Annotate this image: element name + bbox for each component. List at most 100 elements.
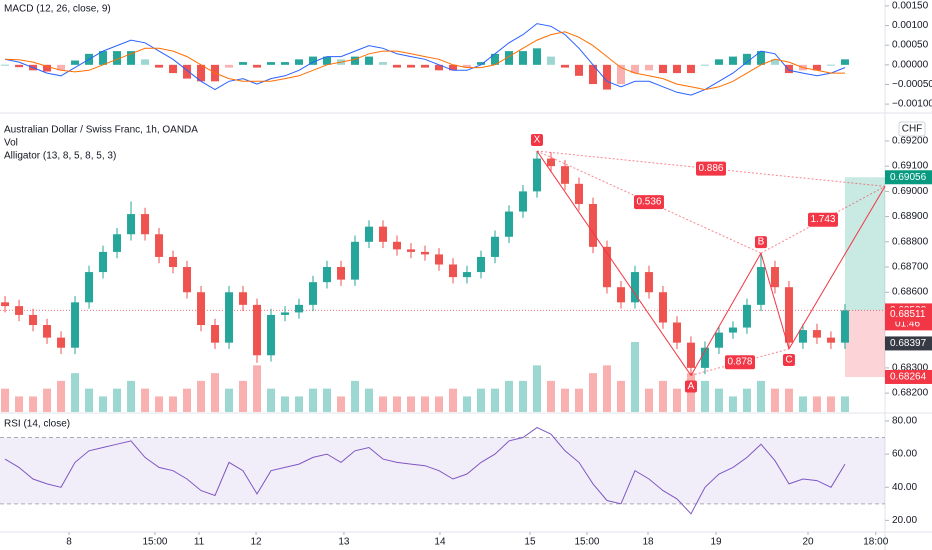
price-tag-label: 0.68264 xyxy=(890,371,927,382)
histogram-bar xyxy=(448,64,457,71)
candle-body xyxy=(490,236,499,257)
volume-bar xyxy=(560,388,569,412)
histogram-bar xyxy=(756,51,765,65)
candle-body xyxy=(532,158,541,192)
y-tick-label: 0.69000 xyxy=(892,186,929,197)
y-tick-label: 20.00 xyxy=(892,515,917,526)
macd-title: MACD (12, 26, close, 9) xyxy=(4,4,111,15)
candle-body xyxy=(658,292,667,323)
histogram-bar xyxy=(714,59,723,65)
histogram-bar xyxy=(253,64,262,68)
histogram-bar xyxy=(574,64,583,76)
volume-bar xyxy=(267,388,276,412)
candle-body xyxy=(365,226,374,242)
ratio-box xyxy=(807,212,838,227)
candle-body xyxy=(43,325,52,338)
histogram-bar xyxy=(602,64,611,90)
histogram-bar xyxy=(239,62,248,65)
y-tick-label: 60.00 xyxy=(892,449,917,460)
candle-body xyxy=(770,267,779,288)
volume-bar xyxy=(1,388,10,412)
volume-bar xyxy=(239,380,248,412)
histogram-bar xyxy=(630,64,639,74)
candle-body xyxy=(169,256,178,268)
volume-bar xyxy=(490,388,499,412)
histogram-bar xyxy=(351,56,360,65)
candle-body xyxy=(588,203,597,247)
indicator-label: Alligator (13, 8, 5, 8, 5, 3) xyxy=(4,151,116,162)
candle-body xyxy=(127,214,136,235)
y-tick-label: 0.69200 xyxy=(892,135,929,146)
candle-body xyxy=(239,292,248,305)
candle-body xyxy=(798,330,807,343)
histogram-bar xyxy=(421,64,430,68)
candle-body xyxy=(686,342,695,368)
volume-bar xyxy=(476,388,485,412)
x-tick-label: 15 xyxy=(524,537,536,548)
histogram-bar xyxy=(686,64,695,74)
histogram-bar xyxy=(15,64,24,68)
volume-bar xyxy=(812,396,821,412)
histogram-bar xyxy=(295,59,304,65)
x-tick-label: 18 xyxy=(642,537,654,548)
point-label: C xyxy=(785,354,792,365)
volume-bar xyxy=(15,396,24,412)
candle-body xyxy=(15,306,24,315)
candle-body xyxy=(85,272,94,303)
histogram-bar xyxy=(141,59,150,65)
countdown: 01:46 xyxy=(895,318,920,329)
histogram-bar xyxy=(812,64,821,71)
histogram-bar xyxy=(169,64,178,74)
volume-bar xyxy=(113,388,122,412)
point-box xyxy=(684,380,697,393)
candle-body xyxy=(253,304,262,356)
volume-bar xyxy=(225,388,234,412)
candle-body xyxy=(840,310,849,343)
pattern-leg xyxy=(760,253,790,350)
candle-body xyxy=(630,272,639,303)
histogram-bar xyxy=(728,56,737,65)
candle-body xyxy=(295,304,304,313)
histogram-bar xyxy=(658,64,667,74)
candle-body xyxy=(197,292,206,326)
ratio-label: 0.536 xyxy=(636,197,661,208)
stop-zone xyxy=(844,310,885,377)
candle-body xyxy=(407,249,416,252)
volume-bar xyxy=(672,388,681,412)
candle-body xyxy=(1,302,10,307)
candle-body xyxy=(421,251,430,255)
histogram-bar xyxy=(127,51,136,65)
y-tick-label: 80.00 xyxy=(892,415,917,426)
volume-bar xyxy=(462,396,471,412)
volume-bar xyxy=(435,396,444,412)
ratio-box xyxy=(724,355,755,370)
volume-bar xyxy=(798,396,807,412)
candle-body xyxy=(672,322,681,343)
histogram-bar xyxy=(462,64,471,68)
histogram-bar xyxy=(407,64,416,68)
candle-body xyxy=(644,272,653,293)
ratio-line xyxy=(760,185,886,254)
candle-body xyxy=(616,287,625,303)
y-tick-label: 0.00050 xyxy=(892,40,929,51)
volume-bar xyxy=(155,396,164,412)
candle-body xyxy=(57,337,66,348)
candle-body xyxy=(71,302,80,348)
volume-bar xyxy=(504,380,513,412)
volume-bar xyxy=(686,373,695,412)
histogram-bar xyxy=(1,64,10,66)
x-tick-label: 19 xyxy=(710,537,722,548)
candle-body xyxy=(309,282,318,305)
candle-body xyxy=(267,314,276,356)
candle-body xyxy=(351,241,360,280)
volume-bar xyxy=(323,388,332,412)
volume-bar xyxy=(281,396,290,412)
volume-bar xyxy=(700,380,709,412)
y-tick-label: −0.00050 xyxy=(892,79,932,90)
pattern-leg xyxy=(536,150,692,376)
volume-bar xyxy=(770,388,779,412)
volume-bar xyxy=(546,380,555,412)
x-tick-label: 8 xyxy=(66,537,72,548)
volume-bar xyxy=(407,396,416,412)
histogram-bar xyxy=(197,64,206,82)
